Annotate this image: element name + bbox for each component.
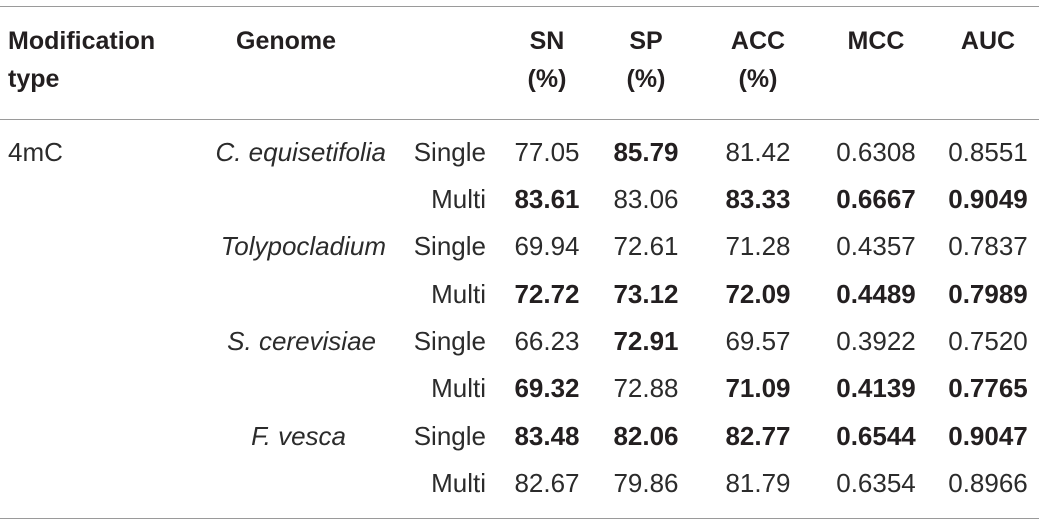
- acc-cell: 72.09: [725, 279, 791, 309]
- mode-cell: Multi: [431, 184, 486, 214]
- header-sp-line2: (%): [626, 65, 666, 93]
- header-sn-line2: (%): [527, 65, 567, 93]
- header-modification-line2: type: [8, 65, 60, 93]
- header-modification-type: Modification type: [8, 22, 155, 98]
- sn-cell: 83.48: [514, 421, 580, 451]
- sn-cell: 69.94: [514, 231, 580, 261]
- mcc-cell: 0.3922: [836, 326, 916, 356]
- auc-cell: 0.8551: [948, 137, 1028, 167]
- sn-cell: 83.61: [514, 184, 580, 214]
- auc-cell: 0.9049: [948, 184, 1028, 214]
- auc-cell: 0.8966: [948, 468, 1028, 498]
- mcc-cell: 0.4489: [836, 279, 916, 309]
- sp-cell: 82.06: [613, 421, 679, 451]
- genome-name: F. vesca: [251, 421, 346, 451]
- mcc-cell: 0.6354: [836, 468, 916, 498]
- sp-cell: 72.88: [613, 373, 679, 403]
- header-sp-line1: SP: [629, 27, 663, 55]
- acc-cell: 82.77: [725, 421, 791, 451]
- mode-cell: Multi: [431, 279, 486, 309]
- mcc-cell: 0.6544: [836, 421, 916, 451]
- header-mcc: MCC: [847, 27, 905, 55]
- header-sn-line1: SN: [529, 27, 565, 55]
- header-modification-line1: Modification: [8, 27, 156, 55]
- mode-cell: Multi: [431, 373, 486, 403]
- auc-cell: 0.9047: [948, 421, 1028, 451]
- mode-cell: Multi: [431, 468, 486, 498]
- sn-cell: 72.72: [514, 279, 580, 309]
- modification-type-cell: 4mC: [8, 137, 63, 167]
- auc-cell: 0.7765: [948, 373, 1028, 403]
- mode-cell: Single: [413, 326, 486, 356]
- table-bottom-rule: [0, 518, 1039, 519]
- acc-cell: 71.28: [725, 231, 791, 261]
- genome-name: Tolypocladium: [220, 231, 386, 261]
- header-auc: AUC: [960, 27, 1016, 55]
- mcc-cell: 0.4357: [836, 231, 916, 261]
- header-acc: ACC (%): [713, 22, 803, 98]
- table-top-rule: [0, 6, 1039, 7]
- acc-cell: 69.57: [725, 326, 791, 356]
- sp-cell: 73.12: [613, 279, 679, 309]
- mode-cell: Single: [413, 231, 486, 261]
- mcc-cell: 0.6308: [836, 137, 916, 167]
- sn-cell: 82.67: [514, 468, 580, 498]
- acc-cell: 81.42: [725, 137, 791, 167]
- auc-cell: 0.7520: [948, 326, 1028, 356]
- mode-cell: Single: [413, 137, 486, 167]
- header-genome: Genome: [236, 27, 337, 55]
- sp-cell: 83.06: [613, 184, 679, 214]
- header-acc-line2: (%): [738, 65, 778, 93]
- table-header-rule: [0, 119, 1039, 120]
- sp-cell: 79.86: [613, 468, 679, 498]
- mcc-cell: 0.6667: [836, 184, 916, 214]
- sn-cell: 69.32: [514, 373, 580, 403]
- sp-cell: 72.91: [613, 326, 679, 356]
- acc-cell: 83.33: [725, 184, 791, 214]
- header-sp: SP (%): [605, 22, 687, 98]
- sp-cell: 72.61: [613, 231, 679, 261]
- auc-cell: 0.7837: [948, 231, 1028, 261]
- mode-cell: Single: [413, 421, 486, 451]
- genome-name: S. cerevisiae: [227, 326, 376, 356]
- header-acc-line1: ACC: [730, 27, 786, 55]
- mcc-cell: 0.4139: [836, 373, 916, 403]
- acc-cell: 81.79: [725, 468, 791, 498]
- auc-cell: 0.7989: [948, 279, 1028, 309]
- header-sn: SN (%): [506, 22, 588, 98]
- sn-cell: 77.05: [514, 137, 580, 167]
- sp-cell: 85.79: [613, 137, 679, 167]
- acc-cell: 71.09: [725, 373, 791, 403]
- genome-name: C. equisetifolia: [215, 137, 386, 167]
- sn-cell: 66.23: [514, 326, 580, 356]
